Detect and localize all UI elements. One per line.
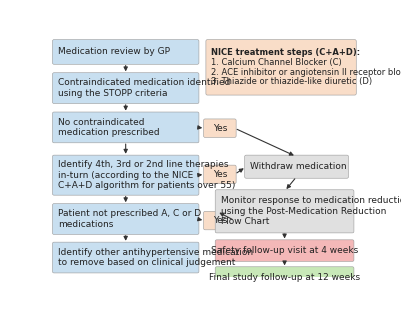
Text: Identify 4th, 3rd or 2nd line therapies: Identify 4th, 3rd or 2nd line therapies: [58, 160, 229, 169]
FancyBboxPatch shape: [204, 165, 236, 183]
FancyBboxPatch shape: [204, 211, 236, 230]
FancyBboxPatch shape: [53, 39, 199, 64]
Text: Safety follow-up visit at 4 weeks: Safety follow-up visit at 4 weeks: [211, 246, 358, 255]
Text: using the STOPP criteria: using the STOPP criteria: [58, 89, 167, 98]
Text: 1. Calcium Channel Blocker (C): 1. Calcium Channel Blocker (C): [211, 58, 341, 67]
Text: Patient not prescribed A, C or D: Patient not prescribed A, C or D: [58, 209, 201, 218]
FancyBboxPatch shape: [53, 73, 199, 104]
FancyBboxPatch shape: [53, 204, 199, 234]
Text: Medication review by GP: Medication review by GP: [58, 48, 170, 57]
Text: Withdraw medication: Withdraw medication: [250, 162, 347, 171]
Text: Final study follow-up at 12 weeks: Final study follow-up at 12 weeks: [209, 273, 360, 282]
Text: Contraindicated medication identified: Contraindicated medication identified: [58, 78, 230, 87]
Text: Yes: Yes: [213, 124, 227, 133]
Text: 3. Thiazide or thiazide-like diuretic (D): 3. Thiazide or thiazide-like diuretic (D…: [211, 77, 372, 86]
Text: to remove based on clinical judgement: to remove based on clinical judgement: [58, 258, 235, 267]
FancyBboxPatch shape: [204, 119, 236, 137]
Text: in-turn (according to the NICE: in-turn (according to the NICE: [58, 171, 193, 180]
FancyBboxPatch shape: [215, 240, 354, 261]
FancyBboxPatch shape: [215, 267, 354, 288]
Text: Flow Chart: Flow Chart: [221, 217, 269, 226]
Text: 2. ACE inhibitor or angiotensin II receptor blocker (A): 2. ACE inhibitor or angiotensin II recep…: [211, 68, 401, 77]
Text: using the Post-Medication Reduction: using the Post-Medication Reduction: [221, 207, 386, 216]
FancyBboxPatch shape: [53, 112, 199, 143]
FancyBboxPatch shape: [53, 242, 199, 273]
FancyBboxPatch shape: [206, 39, 356, 95]
FancyBboxPatch shape: [53, 155, 199, 195]
Text: No contraindicated: No contraindicated: [58, 118, 144, 127]
Text: Monitor response to medication reduction: Monitor response to medication reduction: [221, 197, 401, 205]
Text: Yes: Yes: [213, 216, 227, 225]
Text: Yes: Yes: [213, 170, 227, 179]
FancyBboxPatch shape: [245, 155, 348, 178]
Text: C+A+D algorithm for patients over 55): C+A+D algorithm for patients over 55): [58, 181, 235, 190]
Text: medications: medications: [58, 220, 113, 229]
Text: NICE treatment steps (C+A+D):: NICE treatment steps (C+A+D):: [211, 49, 360, 58]
Text: medication prescribed: medication prescribed: [58, 128, 160, 137]
FancyBboxPatch shape: [215, 190, 354, 233]
Text: Identify other antihypertensive medication: Identify other antihypertensive medicati…: [58, 248, 253, 257]
